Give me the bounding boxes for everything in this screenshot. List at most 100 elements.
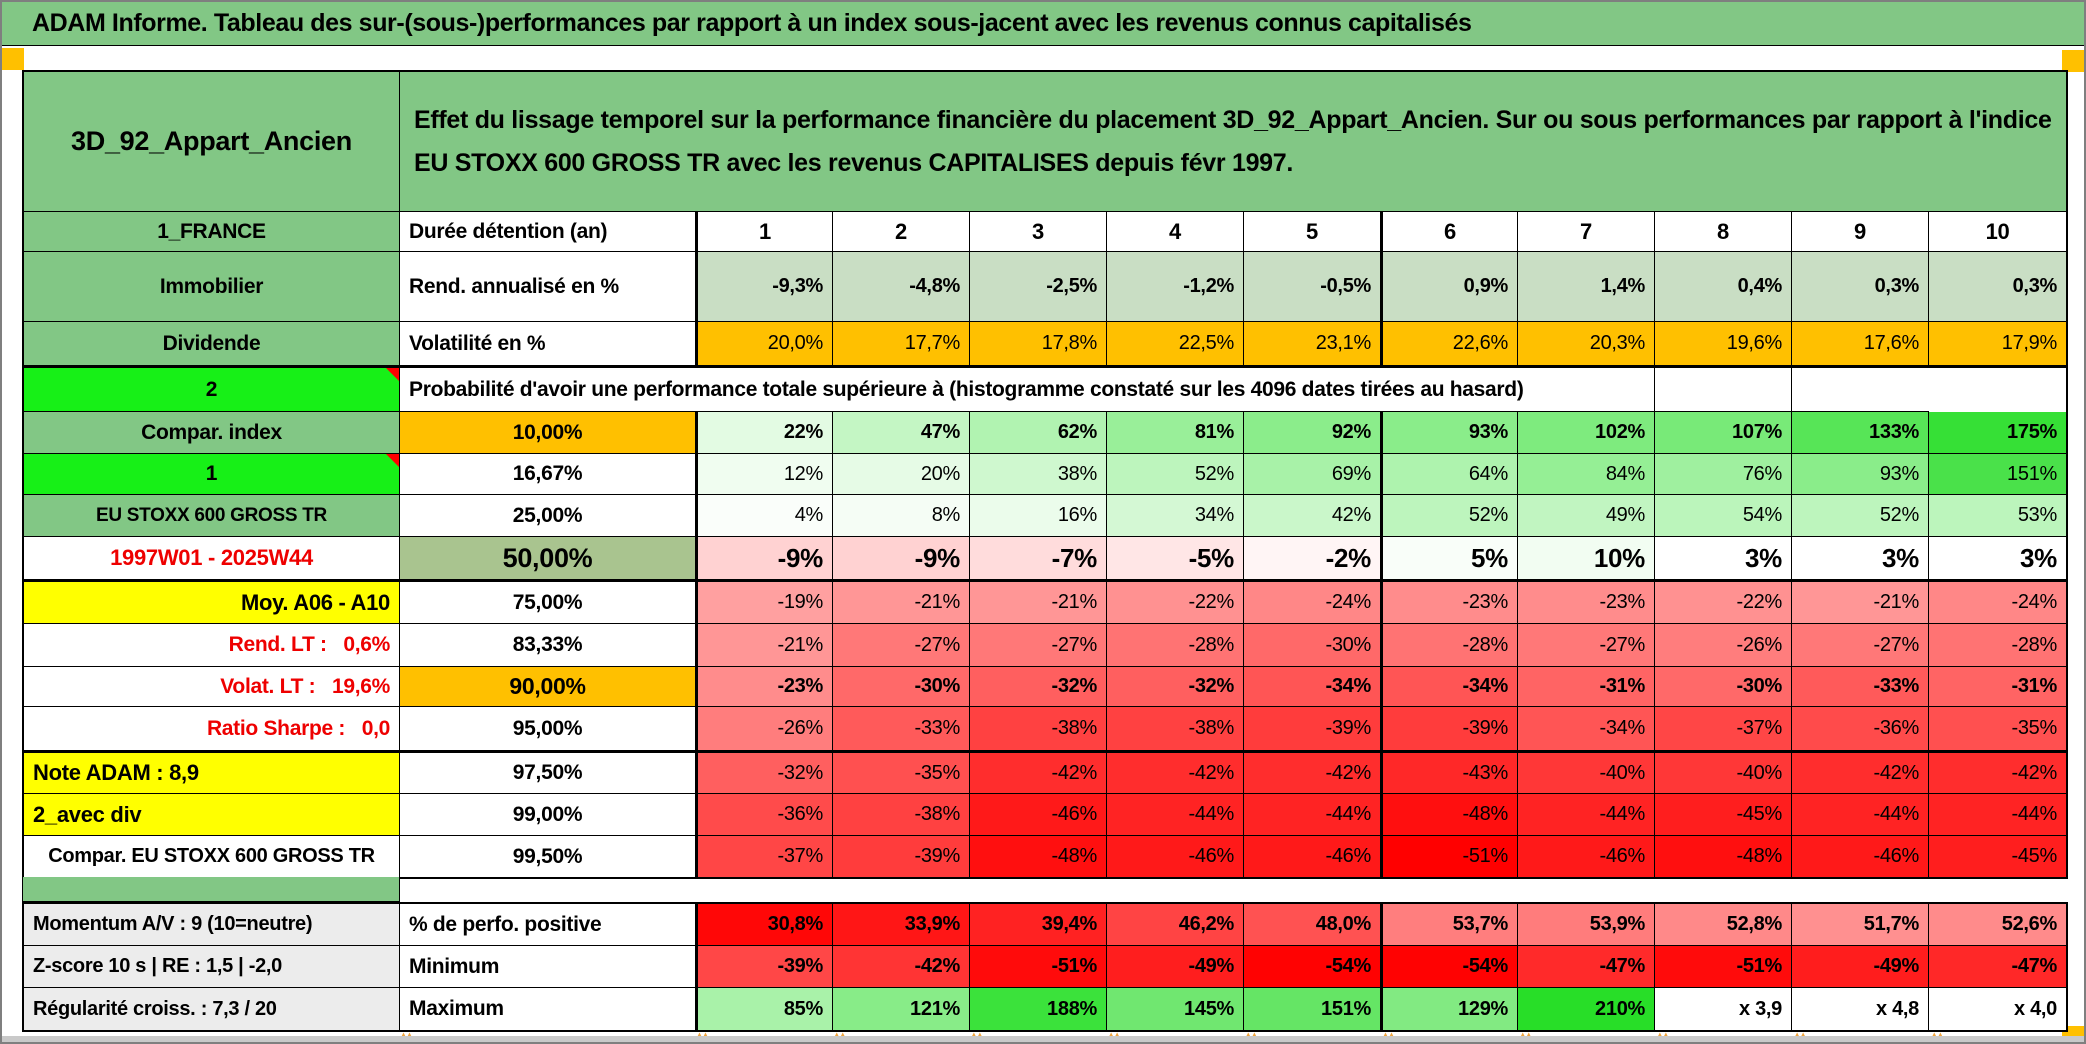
cell-pc1667-y10[interactable]: 151% xyxy=(1929,454,2066,495)
cell-volat-y10[interactable]: 17,9% xyxy=(1929,322,2066,366)
cell-perfpos-y8[interactable]: 52,8% xyxy=(1655,904,1792,946)
cell-pc10-y1[interactable]: 22% xyxy=(696,412,833,454)
cell-pc995-y4[interactable]: -46% xyxy=(1107,836,1244,877)
cell-pc10-y9[interactable]: 133% xyxy=(1792,412,1929,454)
cell-proba-y10[interactable] xyxy=(1792,368,1929,412)
cell-rend-y10[interactable]: 0,3% xyxy=(1929,252,2066,322)
cell-perfpos-y7[interactable]: 53,9% xyxy=(1518,904,1655,946)
cell-pc8333-y2[interactable]: -27% xyxy=(833,624,970,667)
cell-pc975-y8[interactable]: -40% xyxy=(1655,753,1792,794)
row-label-pc1667[interactable]: 1 xyxy=(24,454,400,495)
cell-pc8333-y5[interactable]: -30% xyxy=(1244,624,1381,667)
cell-pc95-y4[interactable]: -38% xyxy=(1107,707,1244,751)
row-label-pc50[interactable]: 1997W01 - 2025W44 xyxy=(24,537,400,580)
row-label-pc75[interactable]: Moy. A06 - A10 xyxy=(24,582,400,624)
row-threshold-rend[interactable]: Rend. annualisé en % xyxy=(400,252,696,322)
cell-pc95-y5[interactable]: -39% xyxy=(1244,707,1381,751)
cell-pc99-y7[interactable]: -44% xyxy=(1518,794,1655,836)
row-threshold-perfpos[interactable]: % de perfo. positive xyxy=(400,904,696,946)
cell-pc995-y9[interactable]: -46% xyxy=(1792,836,1929,877)
cell-pc25-y2[interactable]: 8% xyxy=(833,495,970,537)
cell-rend-y6[interactable]: 0,9% xyxy=(1381,252,1518,322)
cell-pc50-y1[interactable]: -9% xyxy=(696,537,833,580)
cell-pc99-y4[interactable]: -44% xyxy=(1107,794,1244,836)
cell-pc75-y4[interactable]: -22% xyxy=(1107,582,1244,624)
cell-pc975-y5[interactable]: -42% xyxy=(1244,753,1381,794)
cell-maximum-y2[interactable]: 121% xyxy=(833,988,970,1030)
row-label-volat[interactable]: Dividende xyxy=(24,322,400,366)
cell-duree-y2[interactable]: 2 xyxy=(833,212,970,252)
cell-pc10-y10[interactable]: 175% xyxy=(1929,412,2066,454)
cell-pc75-y5[interactable]: -24% xyxy=(1244,582,1381,624)
cell-pc99-y8[interactable]: -45% xyxy=(1655,794,1792,836)
cell-pc10-y6[interactable]: 93% xyxy=(1381,412,1518,454)
cell-pc99-y9[interactable]: -44% xyxy=(1792,794,1929,836)
cell-pc25-y1[interactable]: 4% xyxy=(696,495,833,537)
cell-volat-y4[interactable]: 22,5% xyxy=(1107,322,1244,366)
cell-pc1667-y8[interactable]: 76% xyxy=(1655,454,1792,495)
cell-pc975-y9[interactable]: -42% xyxy=(1792,753,1929,794)
cell-volat-y1[interactable]: 20,0% xyxy=(696,322,833,366)
row-label-pc10[interactable]: Compar. index xyxy=(24,412,400,454)
cell-duree-y6[interactable]: 6 xyxy=(1381,212,1518,252)
row-threshold-maximum[interactable]: Maximum xyxy=(400,988,696,1030)
cell-pc75-y9[interactable]: -21% xyxy=(1792,582,1929,624)
cell-pc99-y1[interactable]: -36% xyxy=(696,794,833,836)
cell-pc25-y5[interactable]: 42% xyxy=(1244,495,1381,537)
cell-pc10-y2[interactable]: 47% xyxy=(833,412,970,454)
cell-pc8333-y9[interactable]: -27% xyxy=(1792,624,1929,667)
cell-pc8333-y3[interactable]: -27% xyxy=(970,624,1107,667)
row-threshold-pc99[interactable]: 99,00% xyxy=(400,794,696,836)
cell-volat-y5[interactable]: 23,1% xyxy=(1244,322,1381,366)
cell-maximum-y5[interactable]: 151% xyxy=(1244,988,1381,1030)
cell-pc25-y3[interactable]: 16% xyxy=(970,495,1107,537)
cell-rend-y7[interactable]: 1,4% xyxy=(1518,252,1655,322)
cell-rend-y8[interactable]: 0,4% xyxy=(1655,252,1792,322)
cell-pc90-y4[interactable]: -32% xyxy=(1107,667,1244,707)
cell-volat-y6[interactable]: 22,6% xyxy=(1381,322,1518,366)
cell-pc8333-y8[interactable]: -26% xyxy=(1655,624,1792,667)
cell-pc90-y5[interactable]: -34% xyxy=(1244,667,1381,707)
row-label-pc995[interactable]: Compar. EU STOXX 600 GROSS TR xyxy=(24,836,400,877)
cell-pc50-y5[interactable]: -2% xyxy=(1244,537,1381,580)
cell-pc25-y9[interactable]: 52% xyxy=(1792,495,1929,537)
cell-pc95-y7[interactable]: -34% xyxy=(1518,707,1655,751)
cell-perfpos-y9[interactable]: 51,7% xyxy=(1792,904,1929,946)
cell-pc50-y2[interactable]: -9% xyxy=(833,537,970,580)
cell-pc995-y7[interactable]: -46% xyxy=(1518,836,1655,877)
cell-pc75-y1[interactable]: -19% xyxy=(696,582,833,624)
cell-pc1667-y9[interactable]: 93% xyxy=(1792,454,1929,495)
cell-pc50-y10[interactable]: 3% xyxy=(1929,537,2066,580)
cell-pc75-y2[interactable]: -21% xyxy=(833,582,970,624)
cell-pc975-y6[interactable]: -43% xyxy=(1381,753,1518,794)
cell-rend-y2[interactable]: -4,8% xyxy=(833,252,970,322)
cell-minimum-y7[interactable]: -47% xyxy=(1518,946,1655,988)
row-label-proba[interactable]: 2 xyxy=(24,368,400,412)
cell-pc50-y6[interactable]: 5% xyxy=(1381,537,1518,580)
cell-duree-y8[interactable]: 8 xyxy=(1655,212,1792,252)
row-label-pc975[interactable]: Note ADAM : 8,9 xyxy=(24,753,400,794)
row-label-rend[interactable]: Immobilier xyxy=(24,252,400,322)
cell-pc10-y8[interactable]: 107% xyxy=(1655,412,1792,454)
cell-pc50-y9[interactable]: 3% xyxy=(1792,537,1929,580)
cell-pc995-y5[interactable]: -46% xyxy=(1244,836,1381,877)
cell-maximum-y6[interactable]: 129% xyxy=(1381,988,1518,1030)
row-label-maximum[interactable]: Régularité croiss. : 7,3 / 20 xyxy=(24,988,400,1030)
cell-perfpos-y6[interactable]: 53,7% xyxy=(1381,904,1518,946)
cell-pc95-y3[interactable]: -38% xyxy=(970,707,1107,751)
row-threshold-pc1667[interactable]: 16,67% xyxy=(400,454,696,495)
cell-duree-y7[interactable]: 7 xyxy=(1518,212,1655,252)
cell-pc95-y6[interactable]: -39% xyxy=(1381,707,1518,751)
cell-rend-y4[interactable]: -1,2% xyxy=(1107,252,1244,322)
row-threshold-pc90[interactable]: 90,00% xyxy=(400,667,696,707)
cell-pc95-y1[interactable]: -26% xyxy=(696,707,833,751)
merged-header-proba[interactable]: Probabilité d'avoir une performance tota… xyxy=(400,368,1655,412)
row-threshold-pc10[interactable]: 10,00% xyxy=(400,412,696,454)
cell-pc1667-y3[interactable]: 38% xyxy=(970,454,1107,495)
cell-pc975-y2[interactable]: -35% xyxy=(833,753,970,794)
cell-pc50-y3[interactable]: -7% xyxy=(970,537,1107,580)
cell-pc50-y7[interactable]: 10% xyxy=(1518,537,1655,580)
cell-volat-y7[interactable]: 20,3% xyxy=(1518,322,1655,366)
cell-pc95-y10[interactable]: -35% xyxy=(1929,707,2066,751)
row-label-duree[interactable]: 1_FRANCE xyxy=(24,212,400,252)
